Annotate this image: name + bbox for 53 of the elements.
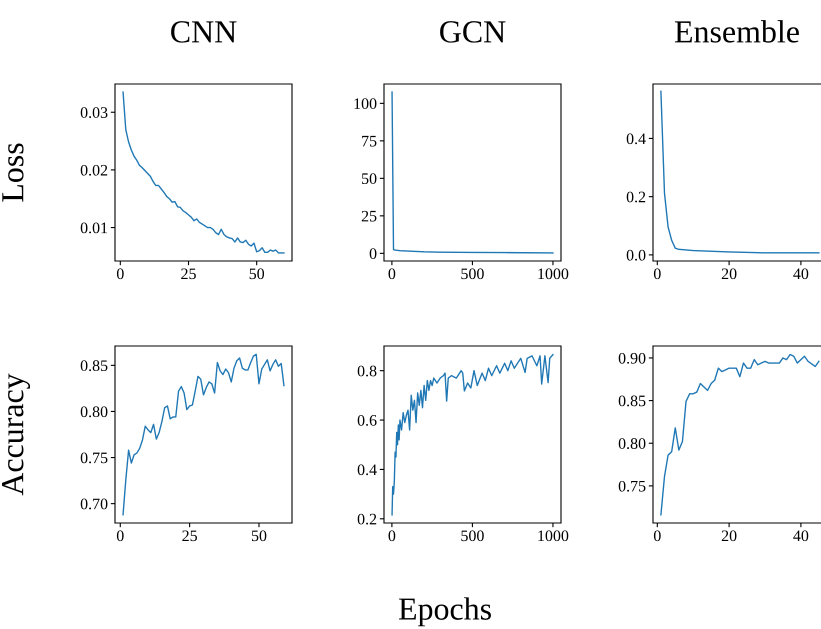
y-axis-title: Loss [2,143,24,202]
y-tick-label: 75 [362,136,376,147]
x-tick-label: 25 [181,268,196,280]
y-tick-label: 100 [354,98,376,110]
y-tick-label: 0.75 [618,480,646,492]
y-tick-label: 0.85 [618,396,646,406]
y-tick-label: 25 [362,210,376,222]
y-axis-title: Accuracy [2,373,30,496]
chart-title: CNN [171,21,236,43]
x-tick-label: 50 [252,530,266,542]
x-tick-label: 20 [722,530,736,542]
y-tick-label: 0.85 [80,360,108,372]
y-tick-label: 0.70 [80,498,108,510]
x-axis-title: Epochs [398,597,491,626]
y-tick-label: 0.2 [358,514,376,525]
y-tick-label: 0.90 [618,352,646,364]
y-tick-label: 0.02 [80,164,108,176]
y-tick-label: 0.03 [80,107,108,118]
x-tick-label: 50 [250,268,264,280]
line-series [122,354,285,516]
x-tick-label: 25 [182,530,197,542]
y-tick-label: 0.75 [80,452,108,464]
line-series [391,354,554,516]
x-tick-label: 500 [461,530,484,542]
line-series [122,91,285,254]
y-tick-label: 0.80 [80,406,108,418]
y-tick-label: 0.01 [80,222,108,234]
x-tick-label: 0 [388,268,396,280]
y-tick-label: 0.0 [626,250,646,261]
x-tick-label: 20 [722,268,736,280]
y-tick-label: 0.80 [618,438,646,450]
line-series [660,90,820,254]
x-tick-label: 1000 [538,268,568,280]
y-tick-label: 50 [362,173,376,184]
x-tick-label: 1000 [538,530,568,542]
x-tick-label: 0 [116,268,124,280]
y-tick-label: 0.6 [358,414,377,426]
chart-title: Ensemble [674,20,799,43]
x-tick-label: 0 [388,530,396,542]
x-tick-label: 0 [654,530,661,542]
x-tick-label: 0 [654,268,661,280]
x-tick-label: 40 [793,268,808,280]
line-series [391,91,554,254]
y-tick-label: 0.4 [358,464,377,476]
y-tick-label: 0 [370,248,376,260]
y-tick-label: 0.4 [626,133,646,144]
y-tick-label: 0.8 [358,366,376,376]
x-tick-label: 0 [116,530,124,542]
x-tick-label: 40 [793,530,808,542]
x-tick-label: 500 [461,268,484,280]
chart-title: GCN [440,21,506,43]
line-series [660,354,820,516]
y-tick-label: 0.2 [626,192,646,202]
